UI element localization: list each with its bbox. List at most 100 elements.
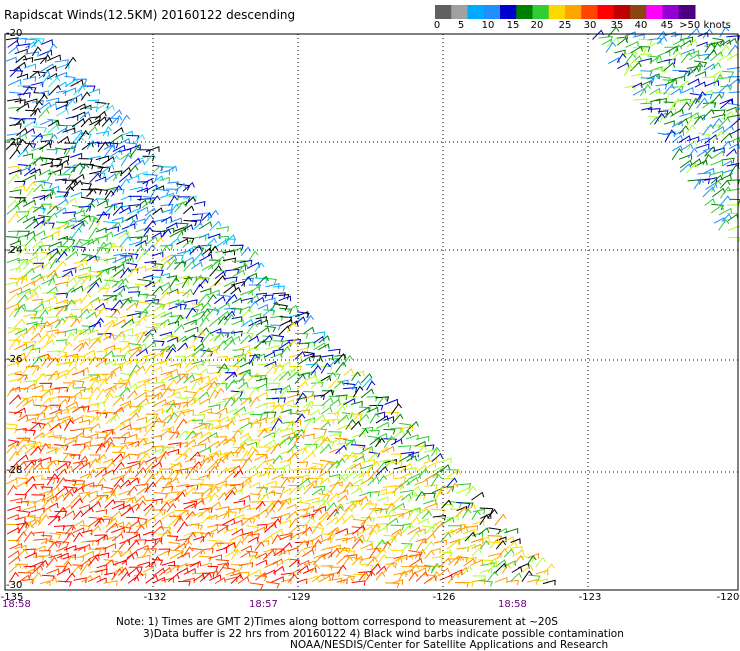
wind-barb: [632, 82, 643, 88]
wind-barb: [145, 574, 159, 584]
wind-barb: [198, 293, 210, 305]
wind-barb: [720, 195, 731, 206]
wind-barb: [184, 467, 197, 480]
wind-barb: [177, 316, 189, 322]
wind-barb: [718, 117, 731, 128]
wind-barb: [199, 316, 210, 327]
wind-barb: [79, 104, 92, 111]
wind-barb: [7, 199, 18, 209]
wind-barb: [327, 372, 341, 380]
wind-barb: [104, 320, 117, 333]
wind-barb: [229, 465, 242, 473]
wind-barb: [329, 448, 340, 454]
wind-barb: [240, 551, 251, 558]
wind-barb: [647, 108, 661, 114]
wind-barb: [327, 412, 340, 418]
wind-barb: [441, 551, 453, 558]
wind-barb: [360, 515, 372, 526]
wind-barb: [727, 236, 740, 243]
wind-barb: [96, 199, 109, 207]
wind-barb: [39, 550, 52, 556]
wind-barb: [86, 255, 98, 262]
wind-barb: [423, 444, 435, 450]
note-line: 3)Data buffer is 22 hrs from 20160122 4)…: [143, 628, 624, 640]
wind-barb: [246, 322, 259, 334]
wind-barb: [86, 188, 97, 198]
wind-barb: [118, 402, 132, 413]
wind-barb: [55, 101, 69, 108]
wind-barb: [192, 213, 204, 219]
wind-barb: [97, 283, 111, 293]
wind-barb: [57, 198, 69, 207]
wind-barb: [54, 59, 69, 65]
wind-barb: [46, 170, 57, 181]
wind-barb: [105, 315, 119, 323]
wind-barb: [262, 294, 274, 301]
wind-barb: [719, 186, 732, 199]
wind-barb: [143, 440, 154, 447]
colorbar-label: 45: [660, 20, 674, 31]
wind-barb: [207, 344, 221, 351]
wind-barb: [72, 443, 86, 449]
wind-barb: [145, 299, 157, 310]
wind-barb: [280, 487, 292, 495]
map-frame: [4, 33, 739, 591]
wind-barb: [223, 276, 238, 283]
wind-barb: [32, 554, 45, 561]
wind-barb: [134, 159, 146, 167]
wind-barb: [647, 73, 660, 80]
wind-barb: [97, 332, 112, 339]
wind-barb: [334, 527, 349, 535]
wind-barb: [281, 368, 296, 375]
wind-barb: [664, 78, 678, 86]
wind-barb: [249, 312, 262, 319]
wind-barb: [326, 492, 340, 504]
wind-barb: [207, 565, 219, 572]
wind-barb: [22, 363, 33, 374]
wind-barb: [223, 310, 236, 321]
wind-barb: [513, 554, 525, 566]
wind-barb: [183, 205, 195, 215]
wind-barb: [14, 180, 26, 187]
wind-barb: [391, 528, 403, 536]
wind-barb: [102, 543, 117, 550]
wind-barb: [295, 392, 307, 406]
wind-barb: [22, 85, 33, 96]
wind-barb: [697, 172, 712, 178]
wind-barb: [137, 293, 149, 299]
wind-barb: [657, 110, 669, 116]
wind-barb: [462, 581, 474, 588]
wind-barb: [262, 426, 277, 432]
wind-barb: [182, 333, 196, 342]
wind-barb: [78, 427, 93, 433]
wind-barb: [478, 527, 490, 536]
wind-barb: [422, 492, 436, 499]
wind-barb: [87, 99, 100, 106]
wind-barb: [78, 308, 90, 319]
wind-barb: [17, 520, 30, 534]
wind-barb: [49, 422, 62, 432]
wind-barb: [64, 98, 76, 110]
wind-barb: [15, 303, 27, 311]
wind-barb: [39, 320, 51, 333]
wind-barb: [88, 88, 101, 95]
wind-barb: [287, 304, 299, 313]
wind-barb: [56, 90, 67, 96]
wind-barb: [111, 278, 125, 288]
wind-barb: [710, 159, 724, 166]
wind-barb: [39, 101, 52, 111]
wind-barb: [47, 370, 60, 381]
wind-barb: [176, 483, 189, 490]
wind-barb: [46, 316, 59, 322]
wind-barb: [400, 462, 413, 473]
wind-barb: [112, 171, 123, 182]
wind-barb: [32, 100, 44, 106]
wind-barb: [31, 275, 45, 286]
wind-barb: [369, 507, 383, 514]
wind-barb: [71, 220, 85, 230]
wind-barb: [88, 356, 101, 363]
wind-barb: [113, 126, 124, 135]
wind-barb: [6, 361, 19, 368]
wind-barb: [352, 432, 366, 438]
wind-barb: [175, 299, 187, 309]
